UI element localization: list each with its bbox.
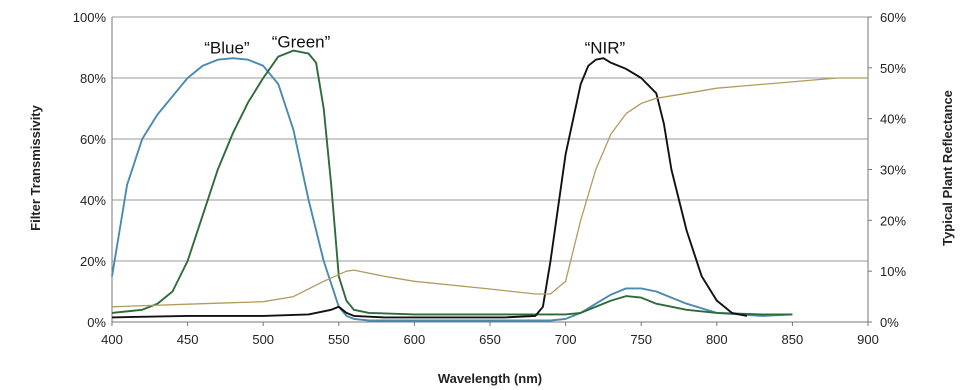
annotation-1: “Blue” xyxy=(204,39,250,58)
x-tick-label: 500 xyxy=(252,332,274,347)
y-tick-labels: 0% 20% 40% 60% 80% 100% xyxy=(73,10,107,330)
annotation-3: “NIR” xyxy=(585,39,626,58)
y-tick-label: 40% xyxy=(80,193,106,208)
x-tick-label: 700 xyxy=(555,332,577,347)
annotations: “Blue” “Green” “NIR” xyxy=(204,32,625,57)
y-tick-label: 0% xyxy=(87,315,106,330)
y2-tick-label: 40% xyxy=(880,112,906,127)
gridlines xyxy=(112,16,868,323)
x-tick-label: 800 xyxy=(706,332,728,347)
y-tick-label: 80% xyxy=(80,71,106,86)
y-tick-label: 60% xyxy=(80,132,106,147)
y-axis-label: Filter Transmissivity xyxy=(28,104,43,230)
y2-tick-labels: 0% 10% 20% 30% 40% 50% 60% xyxy=(868,10,906,330)
y-tick-label: 100% xyxy=(73,10,107,25)
x-tick-label: 850 xyxy=(782,332,804,347)
x-tick-label: 900 xyxy=(857,332,879,347)
x-tick-label: 550 xyxy=(328,332,350,347)
x-tick-label: 450 xyxy=(177,332,199,347)
y2-tick-label: 30% xyxy=(880,163,906,178)
x-tick-label: 600 xyxy=(404,332,426,347)
x-tick-label: 750 xyxy=(630,332,652,347)
annotation-2: “Green” xyxy=(272,32,331,51)
plot-frame xyxy=(111,17,869,323)
y-tick-label: 20% xyxy=(80,254,106,269)
x-tick-labels: 400 450 500 550 600 650 700 750 800 850 900 xyxy=(101,322,879,347)
y2-axis-label: Typical Plant Reflectance xyxy=(940,90,955,246)
series-line-2 xyxy=(111,49,793,316)
y2-tick-label: 0% xyxy=(880,315,899,330)
y2-tick-label: 10% xyxy=(880,264,906,279)
series-line-1 xyxy=(111,57,793,322)
x-tick-label: 400 xyxy=(101,332,123,347)
x-axis-label: Wavelength (nm) xyxy=(438,371,542,386)
y2-tick-label: 20% xyxy=(880,213,906,228)
series-line-3 xyxy=(111,57,748,319)
x-tick-label: 650 xyxy=(479,332,501,347)
y2-tick-label: 60% xyxy=(880,10,906,25)
y2-tick-label: 50% xyxy=(880,61,906,76)
series-layer xyxy=(111,49,868,322)
series-line-4 xyxy=(111,77,868,308)
